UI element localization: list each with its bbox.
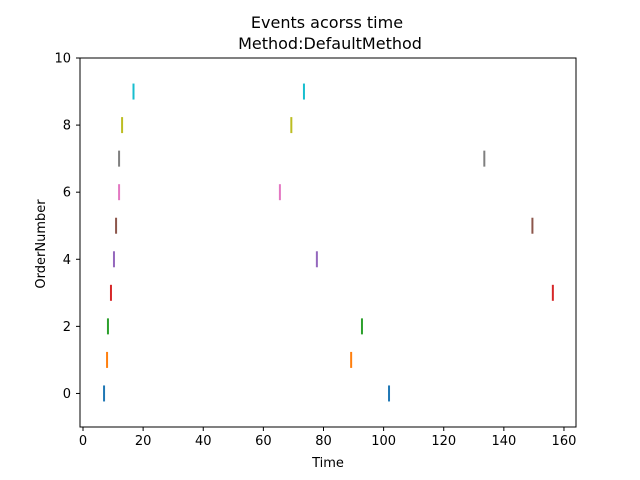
x-tick-label: 160: [552, 434, 577, 449]
y-tick-label: 8: [63, 119, 71, 134]
y-tick-label: 0: [63, 387, 71, 402]
y-tick-label: 6: [63, 186, 71, 201]
x-tick-label: 40: [195, 434, 212, 449]
y-tick-label: 10: [54, 52, 71, 67]
x-axis-label: Time: [311, 456, 344, 471]
x-tick-label: 80: [315, 434, 332, 449]
y-axis-label: OrderNumber: [34, 199, 49, 289]
x-axis-ticks: 0 20 40 60 80 100 120 140 160: [79, 427, 577, 449]
chart-title: Events acorss time: [251, 13, 403, 32]
plot-frame: [79, 57, 577, 428]
event-marks: [103, 83, 554, 402]
x-tick-label: 60: [255, 434, 272, 449]
x-tick-label: 120: [431, 434, 456, 449]
x-tick-label: 100: [371, 434, 396, 449]
x-tick-label: 0: [79, 434, 87, 449]
x-tick-label: 20: [135, 434, 152, 449]
chart-subtitle: Method:DefaultMethod: [238, 34, 422, 53]
y-axis-ticks: 0 2 4 6 8 10: [54, 52, 80, 402]
y-tick-label: 2: [63, 320, 71, 335]
y-tick-label: 4: [63, 253, 71, 268]
x-tick-label: 140: [491, 434, 516, 449]
